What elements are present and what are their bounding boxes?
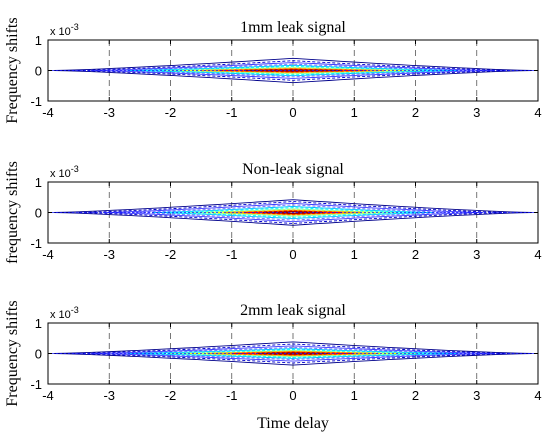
x-tick-label-1-2: -2 <box>165 105 177 120</box>
contour-level-2-2 <box>78 201 508 224</box>
x-tick-label-1-7: 3 <box>473 105 480 120</box>
contour-level-1-11 <box>244 69 342 72</box>
contour-level-3-1 <box>54 341 532 366</box>
x-tick-label-3-6: 2 <box>412 388 419 403</box>
y-tick-label-2-0: 1 <box>35 175 42 190</box>
x-tick-label-3-4: 0 <box>289 388 296 403</box>
panel-title-3: 2mm leak signal <box>240 302 346 319</box>
panel-title-2: Non-leak signal <box>242 161 344 178</box>
contour-level-2-4 <box>127 204 459 221</box>
x-tick-label-2-1: -3 <box>103 247 115 262</box>
scale-note-3: x 10-3 <box>50 305 79 321</box>
scale-note-1: x 10-3 <box>50 22 79 38</box>
y-axis-label-1: Frequency shifts <box>4 17 21 123</box>
x-tick-label-2-3: -1 <box>226 247 238 262</box>
y-tick-label-3-2: -1 <box>30 377 42 392</box>
x-tick-label-2-0: -4 <box>42 247 54 262</box>
x-tick-label-2-6: 2 <box>412 247 419 262</box>
x-tick-label-1-3: -1 <box>226 105 238 120</box>
y-axis-label-3: Frequency shifts <box>4 300 21 406</box>
x-tick-label-3-3: -1 <box>226 388 238 403</box>
x-tick-label-1-6: 2 <box>412 105 419 120</box>
y-tick-label-2-2: -1 <box>30 236 42 251</box>
y-tick-label-1-1: 0 <box>35 64 42 79</box>
x-tick-label-3-1: -3 <box>103 388 115 403</box>
contour-level-2-1 <box>54 199 532 226</box>
contour-level-3-3 <box>90 345 496 362</box>
y-tick-label-3-1: 0 <box>35 347 42 362</box>
x-tick-label-3-5: 1 <box>351 388 358 403</box>
contour-level-1-3 <box>90 62 496 79</box>
x-tick-label-2-2: -2 <box>165 247 177 262</box>
contour-level-3-11 <box>256 352 330 355</box>
panel-title-1: 1mm leak signal <box>240 19 346 36</box>
x-tick-label-2-5: 1 <box>351 247 358 262</box>
contour-level-1-1 <box>54 57 532 84</box>
scale-note-2: x 10-3 <box>50 164 79 180</box>
contour-level-2-11 <box>262 210 324 215</box>
x-tick-label-3-0: -4 <box>42 388 54 403</box>
x-tick-label-2-4: 0 <box>289 247 296 262</box>
y-axis-label-2: frequency shifts <box>4 161 21 264</box>
x-axis-label: Time delay <box>257 415 329 432</box>
x-tick-label-2-8: 4 <box>534 247 541 262</box>
x-tick-label-1-4: 0 <box>289 105 296 120</box>
y-tick-label-1-2: -1 <box>30 94 42 109</box>
contour-level-2-6 <box>170 207 416 218</box>
y-tick-label-3-0: 1 <box>35 316 42 331</box>
contour-level-1-6 <box>145 65 441 76</box>
contour-level-2-3 <box>103 202 483 223</box>
contour-level-1-5 <box>127 64 459 77</box>
y-tick-label-1-0: 1 <box>35 33 42 48</box>
x-tick-label-1-0: -4 <box>42 105 54 120</box>
x-tick-label-1-8: 4 <box>534 105 541 120</box>
x-tick-label-2-7: 3 <box>473 247 480 262</box>
contour-level-3-7 <box>170 349 416 358</box>
x-tick-label-1-5: 1 <box>351 105 358 120</box>
x-tick-label-3-8: 4 <box>534 388 541 403</box>
x-tick-label-3-7: 3 <box>473 388 480 403</box>
contour-level-3-5 <box>127 348 459 359</box>
x-tick-label-3-2: -2 <box>165 388 177 403</box>
y-tick-label-2-1: 0 <box>35 206 42 221</box>
x-tick-label-1-1: -3 <box>103 105 115 120</box>
